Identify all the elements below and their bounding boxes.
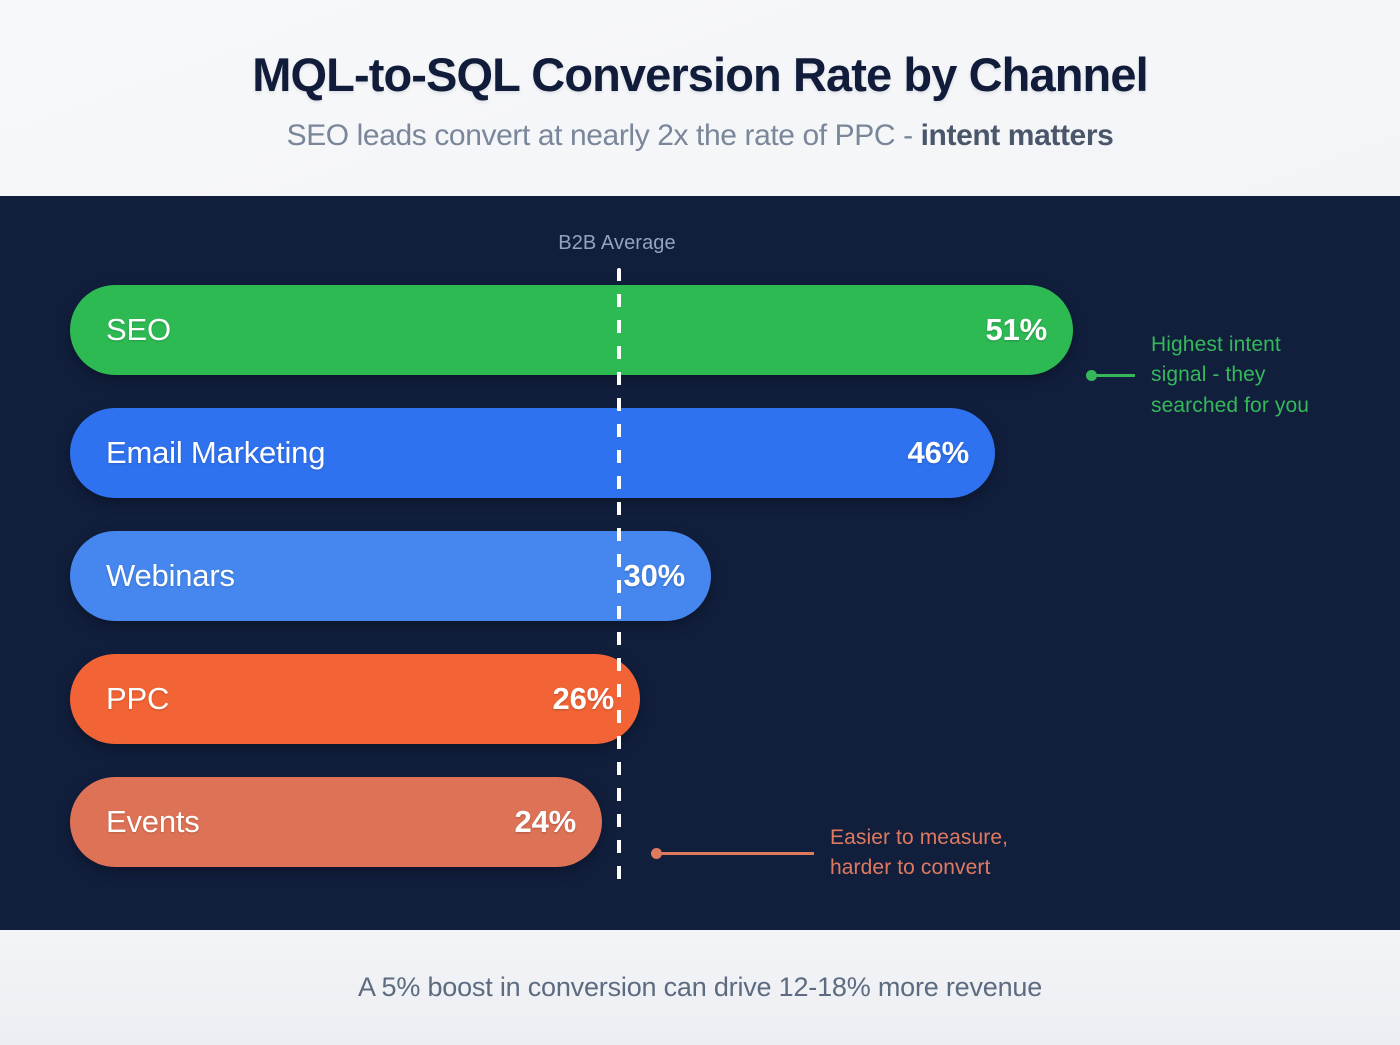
annotation-seo: Highest intent signal - they searched fo… [1086, 330, 1309, 421]
header: MQL-to-SQL Conversion Rate by Channel SE… [0, 0, 1400, 196]
bar-category-label: Webinars [106, 558, 235, 593]
bar-value-label: 46% [907, 435, 970, 470]
annotation-ppc: Easier to measure, harder to convert [651, 823, 1008, 884]
subtitle-plain-text: SEO leads convert at nearly 2x the rate … [286, 119, 921, 153]
annotation-ppc-text: Easier to measure, harder to convert [830, 826, 1009, 880]
bar-row: Email Marketing 46% [0, 408, 1400, 531]
benchmark-line-label: B2B Average [558, 232, 676, 254]
chart-panel: B2B Average SEO 51% Email Marketing 46% Webi… [0, 196, 1400, 930]
bar-category-label: SEO [106, 312, 171, 347]
bar-row: PPC 26% [0, 654, 1400, 777]
bar-webinars[interactable]: Webinars 30% [70, 531, 711, 621]
bar-events[interactable]: Events 24% [70, 777, 602, 867]
bar-row: SEO 51% [0, 285, 1400, 408]
bar-category-label: Email Marketing [106, 435, 326, 470]
page-title: MQL-to-SQL Conversion Rate by Channel [252, 47, 1148, 101]
bar-email-marketing[interactable]: Email Marketing 46% [70, 408, 995, 498]
bar-ppc[interactable]: PPC 26% [70, 654, 640, 744]
page-subtitle: SEO leads convert at nearly 2x the rate … [287, 119, 1114, 152]
annotation-seo-text: Highest intent signal - they searched fo… [1151, 333, 1310, 417]
benchmark-reference-line [617, 268, 621, 886]
bar-category-label: Events [106, 804, 200, 839]
bar-value-label: 30% [623, 558, 686, 593]
annotation-connector-line [1097, 374, 1135, 378]
bar-value-label: 24% [514, 804, 577, 839]
footer: A 5% boost in conversion can drive 12-18… [0, 930, 1400, 1045]
bar-series: SEO 51% Email Marketing 46% Webinars 30% PPC 26… [0, 285, 1400, 900]
annotation-connector-line [662, 851, 814, 855]
bar-seo[interactable]: SEO 51% [70, 285, 1073, 375]
subtitle-emphasis-text: intent matters [920, 119, 1114, 153]
bar-category-label: PPC [106, 681, 170, 716]
bar-row: Events 24% [0, 777, 1400, 900]
annotation-dot-icon [1086, 370, 1097, 382]
chart-plot-area: B2B Average SEO 51% Email Marketing 46% Webi… [0, 196, 1400, 930]
bar-value-label: 51% [985, 312, 1048, 347]
bar-row: Webinars 30% [0, 531, 1400, 654]
bar-value-label: 26% [552, 681, 615, 716]
annotation-dot-icon [651, 847, 662, 859]
footer-insight-text: A 5% boost in conversion can drive 12-18… [357, 972, 1043, 1002]
